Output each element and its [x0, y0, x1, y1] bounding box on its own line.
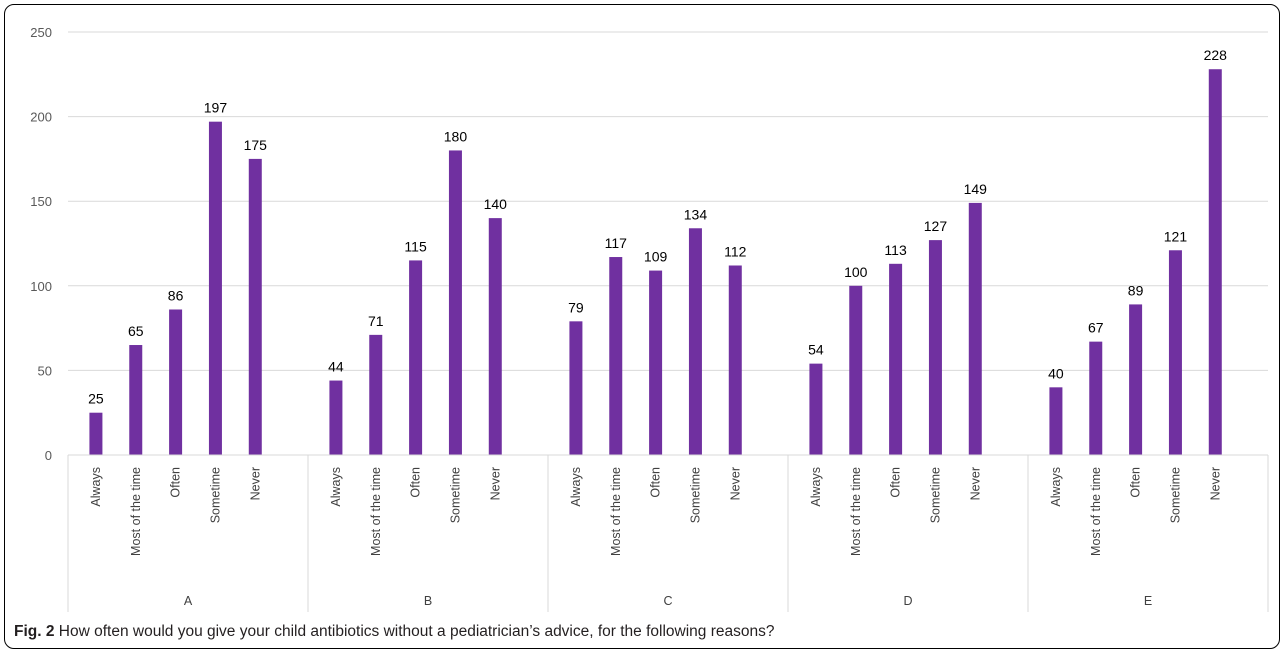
- y-tick-label: 200: [30, 110, 52, 125]
- data-label: 71: [368, 313, 384, 329]
- y-tick-label: 50: [38, 363, 52, 378]
- group-label: D: [903, 594, 912, 608]
- data-label: 89: [1128, 282, 1144, 298]
- x-tick-label: Often: [1129, 467, 1143, 498]
- data-label: 140: [484, 196, 508, 212]
- data-label: 117: [605, 235, 628, 251]
- bar-B-never: [488, 218, 502, 455]
- bar-A-often: [169, 309, 183, 455]
- x-tick-label: Always: [89, 467, 103, 507]
- bar-A-most-of-the-time: [129, 345, 143, 455]
- data-label: 25: [88, 391, 104, 407]
- figure-caption: Fig. 2 How often would you give your chi…: [14, 623, 775, 641]
- x-tick-label: Always: [329, 467, 343, 507]
- data-labels: 25 65 86 197 175 44 71 115 180 140 79 117 109 134 112 5…: [88, 47, 1227, 406]
- bar-D-never: [968, 202, 982, 455]
- bar-E-often: [1129, 304, 1143, 455]
- data-label: 228: [1204, 47, 1228, 63]
- data-label: 134: [684, 206, 708, 222]
- x-tick-label: Never: [248, 467, 262, 500]
- bar-A-never: [248, 158, 262, 455]
- data-label: 197: [204, 100, 228, 116]
- data-label: 115: [404, 238, 427, 254]
- group-label: C: [663, 594, 672, 608]
- data-label: 149: [964, 181, 988, 197]
- x-tick-label: Most of the time: [1089, 467, 1103, 556]
- y-tick-label: 150: [30, 194, 52, 209]
- bar-E-sometime: [1168, 250, 1182, 455]
- bar-D-most-of-the-time: [849, 285, 863, 455]
- data-label: 67: [1088, 320, 1104, 336]
- bar-C-never: [728, 265, 742, 455]
- x-tick-label: Most of the time: [369, 467, 383, 556]
- x-tick-label: Sometime: [1168, 467, 1182, 523]
- data-label: 65: [128, 323, 144, 339]
- y-axis-ticks: 0 50 100 150 200 250: [30, 25, 52, 463]
- bar-C-most-of-the-time: [609, 257, 623, 455]
- data-label: 44: [328, 359, 344, 375]
- data-label: 54: [808, 342, 824, 358]
- data-label: 180: [444, 128, 468, 144]
- bar-A-always: [89, 412, 103, 455]
- x-tick-label: Often: [409, 467, 423, 498]
- y-tick-label: 0: [45, 448, 52, 463]
- bar-E-never: [1208, 69, 1222, 455]
- gridlines: [68, 31, 1268, 371]
- x-tick-label: Most of the time: [609, 467, 623, 556]
- x-axis: Always Most of the time Often Sometime Never…: [67, 454, 1269, 612]
- data-label: 112: [724, 243, 747, 259]
- bars: [89, 69, 1222, 456]
- bar-D-sometime: [928, 240, 942, 455]
- data-label: 86: [168, 287, 184, 303]
- bar-B-most-of-the-time: [369, 334, 383, 455]
- bar-B-often: [409, 260, 423, 455]
- data-label: 100: [844, 264, 868, 280]
- bar-D-often: [889, 263, 903, 455]
- x-tick-label: Never: [728, 467, 742, 500]
- group-label: E: [1144, 594, 1152, 608]
- x-tick-label: Most of the time: [849, 467, 863, 556]
- y-tick-label: 100: [30, 279, 52, 294]
- data-label: 79: [568, 299, 584, 315]
- group-label: A: [184, 594, 193, 608]
- x-tick-label: Always: [1049, 467, 1063, 507]
- x-tick-label: Sometime: [688, 467, 702, 523]
- caption-text: How often would you give your child anti…: [58, 623, 775, 640]
- group-label: B: [424, 594, 432, 608]
- bar-B-always: [329, 380, 343, 455]
- x-tick-label: Sometime: [448, 467, 462, 523]
- x-tick-label: Sometime: [928, 467, 942, 523]
- x-tick-label: Most of the time: [129, 467, 143, 556]
- x-tick-label: Never: [1208, 467, 1222, 500]
- y-tick-label: 250: [30, 25, 52, 40]
- x-tick-label: Always: [569, 467, 583, 507]
- bar-C-sometime: [688, 228, 702, 455]
- bar-A-sometime: [208, 121, 222, 456]
- x-tick-label: Always: [809, 467, 823, 507]
- bar-C-always: [569, 321, 583, 455]
- data-label: 113: [884, 242, 907, 258]
- bar-E-always: [1049, 387, 1063, 455]
- bar-C-often: [649, 270, 663, 455]
- x-tick-label: Often: [889, 467, 903, 498]
- x-tick-label: Never: [968, 467, 982, 500]
- x-tick-label: Often: [169, 467, 183, 498]
- data-label: 40: [1048, 365, 1064, 381]
- data-label: 109: [644, 249, 668, 265]
- caption-label: Fig. 2: [14, 623, 55, 640]
- x-tick-label: Sometime: [208, 467, 222, 523]
- data-label: 175: [244, 137, 268, 153]
- bar-D-always: [809, 363, 823, 455]
- bar-B-sometime: [448, 150, 462, 455]
- x-tick-label: Never: [488, 467, 502, 500]
- bar-E-most-of-the-time: [1089, 341, 1103, 455]
- data-label: 121: [1164, 228, 1188, 244]
- data-label: 127: [924, 218, 948, 234]
- x-tick-label: Often: [649, 467, 663, 498]
